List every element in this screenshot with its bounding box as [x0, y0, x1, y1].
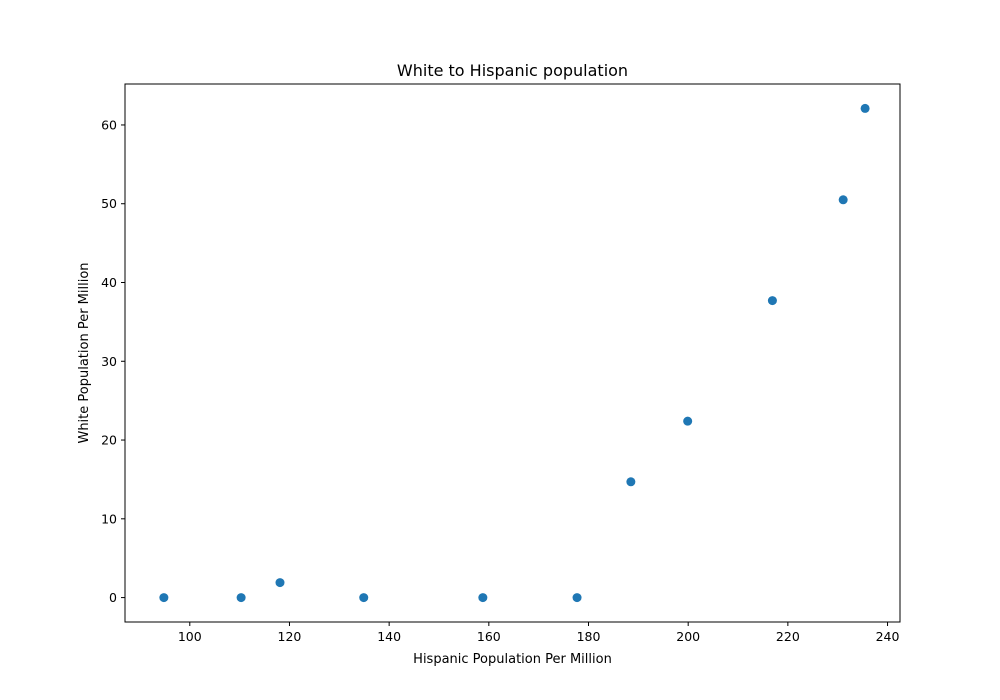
chart-title: White to Hispanic population	[397, 61, 628, 80]
data-point	[860, 103, 870, 113]
x-axis-label: Hispanic Population Per Million	[413, 652, 612, 667]
y-tick-label: 60	[101, 117, 117, 132]
data-point	[478, 593, 488, 603]
y-tick-label: 20	[101, 433, 117, 448]
x-tick-label: 240	[876, 629, 900, 644]
data-point	[683, 416, 693, 426]
y-tick-label: 10	[101, 511, 117, 526]
y-tick-label: 0	[109, 590, 117, 605]
y-tick-label: 50	[101, 196, 117, 211]
data-point	[236, 593, 246, 603]
data-point	[838, 195, 848, 205]
data-point	[159, 593, 169, 603]
scatter-points	[159, 103, 870, 603]
x-tick-label: 180	[577, 629, 601, 644]
data-point	[275, 578, 285, 588]
y-tick-label: 30	[101, 354, 117, 369]
data-point	[572, 593, 582, 603]
x-tick-label: 100	[178, 629, 202, 644]
x-tick-label: 160	[477, 629, 501, 644]
plot-frame	[124, 83, 901, 623]
x-tick-label: 220	[776, 629, 800, 644]
data-point	[767, 296, 777, 306]
x-axis-ticks: 100 120 140 160 180 200 220 240	[178, 622, 900, 644]
x-tick-label: 120	[278, 629, 302, 644]
y-axis-ticks: 0 10 20 30 40 50 60	[101, 117, 125, 605]
data-point	[359, 593, 369, 603]
x-tick-label: 140	[377, 629, 401, 644]
data-point	[626, 477, 636, 487]
x-tick-label: 200	[676, 629, 700, 644]
y-axis-label: White Population Per Million	[77, 262, 92, 443]
y-tick-label: 40	[101, 275, 117, 290]
